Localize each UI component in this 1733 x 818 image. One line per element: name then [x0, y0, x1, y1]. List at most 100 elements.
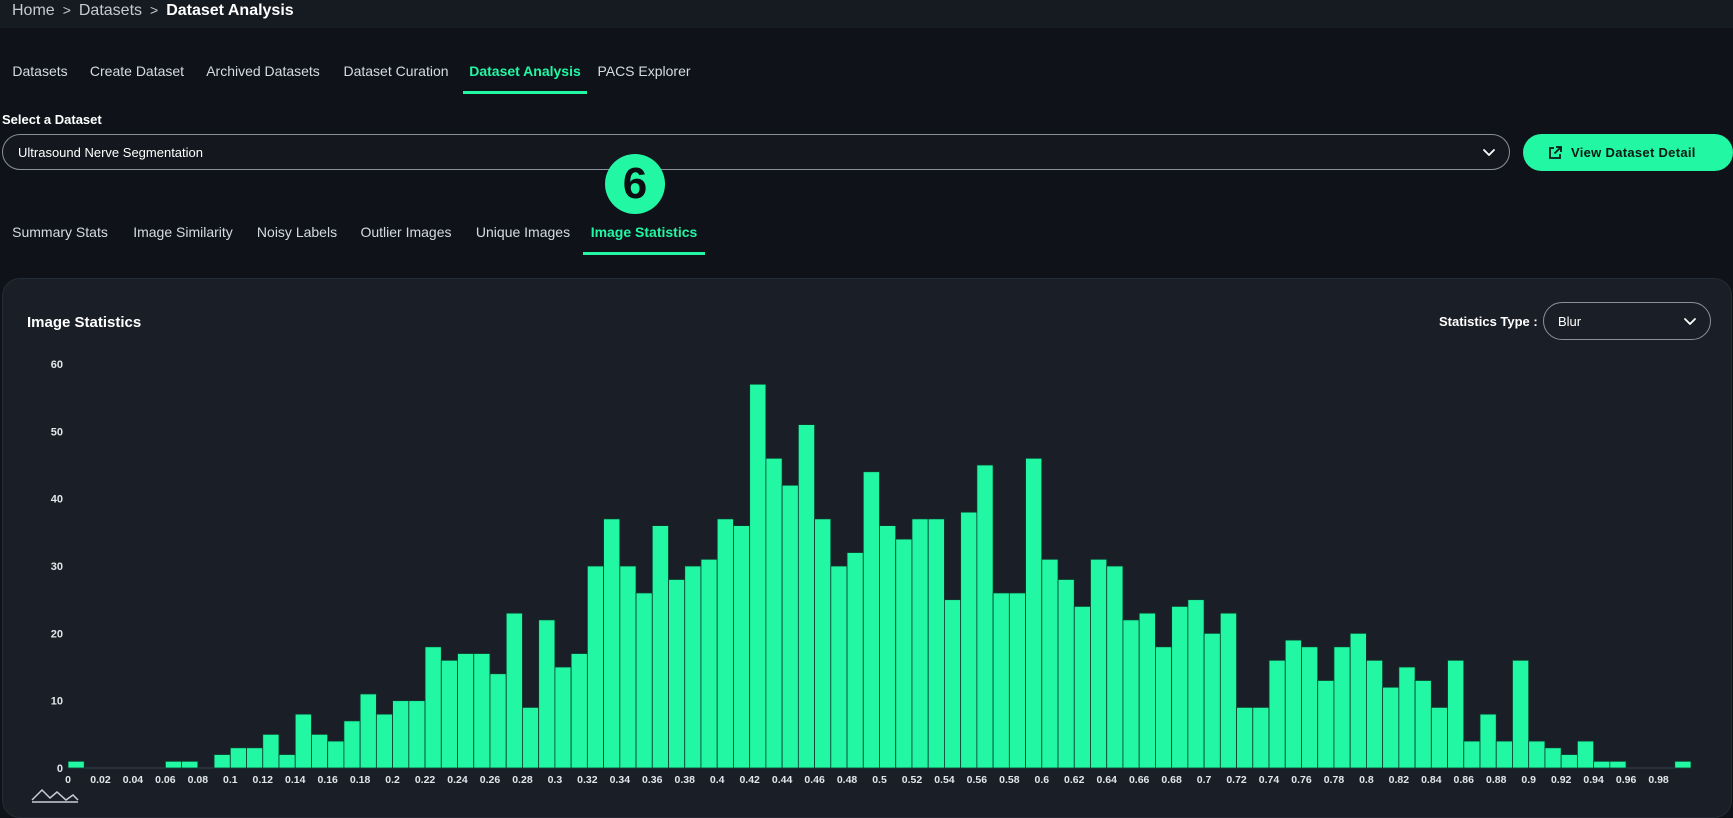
histogram-bar — [473, 653, 491, 769]
external-link-icon — [1549, 146, 1562, 159]
histogram-bar — [1609, 760, 1627, 769]
y-tick-label: 40 — [51, 494, 63, 506]
tab-datasets[interactable]: Datasets — [12, 63, 68, 79]
histogram-bar — [1041, 558, 1059, 769]
tab-outlier-images[interactable]: Outlier Images — [360, 224, 452, 240]
histogram-bar — [164, 760, 183, 769]
x-tick-label: 0.8 — [1359, 774, 1374, 786]
tab-pacs-explorer[interactable]: PACS Explorer — [597, 63, 691, 79]
x-tick-label: 0.96 — [1616, 774, 1637, 786]
histogram-bar — [181, 760, 199, 769]
histogram-bar — [1171, 606, 1189, 769]
breadcrumb-home[interactable]: Home — [12, 2, 55, 19]
histogram-bar — [862, 471, 880, 769]
x-tick-label: 0.36 — [642, 774, 663, 786]
histogram-bar — [749, 383, 767, 769]
tab-dataset-curation[interactable]: Dataset Curation — [343, 63, 449, 79]
histogram-bar — [1430, 707, 1448, 769]
breadcrumb: Home > Datasets > Dataset Analysis — [12, 2, 294, 20]
histogram-bar — [911, 518, 929, 769]
view-dataset-detail-label: View Dataset Detail — [1571, 145, 1696, 160]
tab-image-statistics[interactable]: Image Statistics — [583, 216, 705, 256]
statistics-type-select[interactable]: Blur — [1543, 302, 1711, 340]
x-tick-label: 0.14 — [285, 774, 306, 786]
chevron-down-icon — [1483, 149, 1495, 156]
statistics-type-label: Statistics Type : — [1439, 314, 1538, 329]
histogram-bar — [586, 565, 604, 769]
histogram-bar — [554, 666, 572, 769]
tab-noisy-labels[interactable]: Noisy Labels — [256, 224, 338, 240]
histogram-bar — [1236, 707, 1254, 769]
step-badge: 6 — [605, 154, 665, 214]
histogram-bar — [343, 720, 361, 769]
histogram-bar — [1366, 659, 1384, 769]
histogram-bar — [1284, 639, 1302, 769]
view-dataset-detail-button[interactable]: View Dataset Detail — [1523, 134, 1733, 171]
x-tick-label: 0.18 — [350, 774, 371, 786]
histogram-bar — [570, 653, 588, 769]
top-bar: Home > Datasets > Dataset Analysis — [0, 0, 1733, 28]
tab-image-similarity[interactable]: Image Similarity — [133, 224, 233, 240]
x-tick-label: 0.52 — [902, 774, 923, 786]
x-tick-label: 0.06 — [155, 774, 176, 786]
x-tick-label: 0.44 — [772, 774, 793, 786]
y-tick-label: 20 — [51, 628, 63, 640]
x-tick-label: 0.92 — [1551, 774, 1572, 786]
histogram-bar — [700, 558, 718, 769]
histogram-bar — [895, 538, 913, 769]
x-tick-label: 0.7 — [1197, 774, 1212, 786]
histogram-bar — [311, 733, 329, 769]
histogram-bar — [1333, 646, 1351, 769]
histogram-bar — [489, 673, 507, 769]
histogram-bar — [1479, 713, 1497, 769]
x-tick-label: 0.12 — [253, 774, 274, 786]
histogram-bar — [278, 754, 296, 769]
histogram-bar — [1398, 666, 1416, 769]
histogram-bar — [1512, 659, 1530, 769]
x-tick-label: 0.16 — [317, 774, 338, 786]
histogram-bar — [1447, 659, 1465, 769]
histogram-bar — [375, 713, 393, 769]
histogram-bar — [1528, 740, 1546, 769]
histogram-bar — [927, 518, 945, 769]
histogram-bar — [1106, 565, 1124, 769]
histogram-bar — [944, 599, 962, 769]
x-tick-label: 0.84 — [1421, 774, 1442, 786]
histogram-bar — [505, 612, 523, 769]
x-tick-label: 0.66 — [1129, 774, 1150, 786]
x-tick-label: 0.62 — [1064, 774, 1085, 786]
histogram-bar — [1057, 579, 1075, 769]
breadcrumb-current: Dataset Analysis — [166, 2, 294, 19]
x-tick-label: 0.94 — [1583, 774, 1604, 786]
histogram-icon[interactable] — [30, 784, 80, 804]
histogram-bar — [619, 565, 637, 769]
histogram-bar — [1593, 760, 1611, 769]
histogram-bar — [668, 579, 686, 769]
x-tick-label: 0.24 — [447, 774, 468, 786]
x-tick-label: 0.48 — [837, 774, 858, 786]
histogram-bar — [684, 565, 702, 769]
x-tick-label: 0 — [65, 774, 71, 786]
breadcrumb-datasets[interactable]: Datasets — [78, 2, 143, 19]
x-tick-label: 0.68 — [1161, 774, 1182, 786]
histogram-bar — [716, 518, 734, 769]
dataset-select[interactable]: Ultrasound Nerve Segmentation — [2, 134, 1510, 170]
histogram-bar — [522, 707, 540, 769]
breadcrumb-separator: > — [150, 2, 159, 18]
tab-archived-datasets[interactable]: Archived Datasets — [206, 63, 320, 79]
histogram-bar — [846, 552, 864, 769]
tab-unique-images[interactable]: Unique Images — [475, 224, 571, 240]
x-tick-label: 0.86 — [1454, 774, 1475, 786]
histogram-bar — [1495, 740, 1513, 769]
x-tick-label: 0.46 — [804, 774, 825, 786]
histogram-bar — [797, 424, 815, 769]
histogram-bar — [1382, 686, 1400, 769]
histogram-bar — [229, 747, 247, 769]
histogram-bar — [830, 565, 848, 769]
histogram-bar — [1203, 632, 1221, 769]
tab-summary-stats[interactable]: Summary Stats — [12, 224, 108, 240]
x-tick-label: 0.28 — [512, 774, 533, 786]
tab-create-dataset[interactable]: Create Dataset — [89, 63, 185, 79]
tab-dataset-analysis[interactable]: Dataset Analysis — [463, 55, 587, 95]
